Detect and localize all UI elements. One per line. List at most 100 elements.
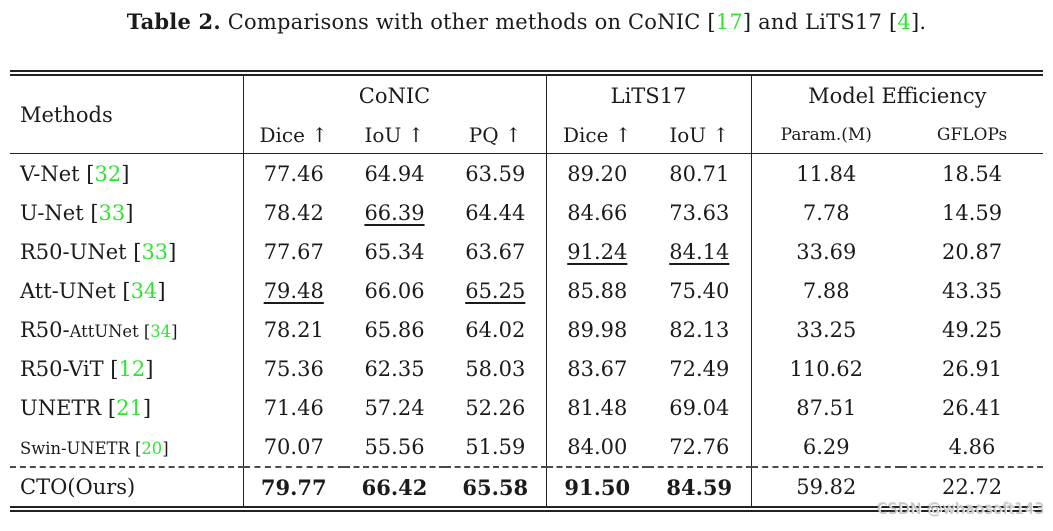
- cell-value: 49.25: [901, 310, 1043, 349]
- cell-value: 78.21: [242, 310, 344, 349]
- value: 64.44: [465, 200, 526, 225]
- results-table: Methods CoNIC LiTS17 Model Efficiency Di…: [10, 70, 1044, 512]
- value: 66.39: [364, 200, 425, 225]
- text-segment: ]: [162, 438, 169, 458]
- value: 51.59: [465, 434, 526, 459]
- value: 70.07: [263, 434, 324, 459]
- cell-value: 65.34: [344, 232, 445, 271]
- value: 65.86: [364, 317, 425, 342]
- value: 72.49: [669, 356, 730, 381]
- table-row-swinunetr: Swin-UNETR [20] 70.07 55.56 51.59 84.00 …: [10, 427, 1043, 467]
- text-segment: R50-ViT [: [20, 356, 119, 381]
- value: 79.48: [263, 278, 324, 303]
- cell-value: 77.46: [242, 153, 344, 193]
- value: 7.88: [802, 278, 850, 303]
- text-segment: ]: [168, 239, 177, 264]
- value: 66.06: [364, 278, 425, 303]
- cell-value: 55.56: [344, 427, 445, 467]
- value: 65.25: [465, 278, 526, 303]
- cell-value: 89.20: [545, 153, 649, 193]
- table-row-r50attunet: R50-AttUNet [34] 78.21 65.86 64.02 89.98…: [10, 310, 1043, 349]
- text-segment: 21: [116, 395, 143, 420]
- cell-value: 91.24: [545, 232, 649, 271]
- value: 73.63: [669, 200, 730, 225]
- value: 33.25: [796, 317, 857, 342]
- cell-value: 80.71: [648, 154, 751, 194]
- value: 75.40: [669, 278, 730, 303]
- cell-value: 26.41: [901, 388, 1043, 427]
- cell-method: CTO(Ours): [10, 466, 243, 509]
- header-sub-row: Dice ↑ IoU ↑ PQ ↑ Dice ↑ IoU ↑ Param.(M)…: [10, 116, 1044, 154]
- col-header-conic-dice: Dice ↑: [242, 116, 344, 154]
- cell-value: 65.25: [445, 271, 546, 310]
- cell-value: 52.26: [445, 388, 546, 427]
- table-row-r50vit: R50-ViT [12] 75.36 62.35 58.03 83.67 72.…: [10, 349, 1043, 388]
- cell-value: 64.02: [445, 310, 546, 349]
- value: 64.94: [364, 161, 425, 186]
- text-segment: 34: [150, 321, 172, 341]
- value: 89.98: [567, 317, 628, 342]
- value: 71.46: [263, 395, 324, 420]
- text-segment: ]: [121, 161, 130, 186]
- cell-value: 77.67: [242, 232, 344, 271]
- cell-value: 64.94: [344, 154, 445, 194]
- col-header-methods: Methods: [10, 73, 243, 154]
- cell-value: 83.67: [545, 349, 649, 388]
- group-header-conic: CoNIC: [242, 73, 547, 116]
- value: 110.62: [789, 356, 864, 381]
- value: 75.36: [263, 356, 324, 381]
- cell-value: 7.78: [750, 193, 902, 232]
- value: 66.42: [361, 474, 428, 500]
- cell-value: 75.40: [648, 271, 751, 310]
- value: 78.21: [263, 317, 324, 342]
- value: 22.72: [941, 475, 1003, 499]
- value: 91.24: [567, 239, 628, 264]
- value: 83.67: [567, 356, 628, 381]
- cell-value: 63.67: [445, 232, 546, 271]
- text-segment: ]: [142, 395, 152, 420]
- method-label: R50-ViT [12]: [20, 357, 153, 381]
- value: 11.84: [796, 161, 857, 186]
- cell-value: 84.14: [648, 232, 751, 271]
- text-segment: U-Net [: [20, 200, 99, 225]
- cell-value: 62.35: [344, 349, 445, 388]
- col-header-conic-pq: PQ ↑: [445, 116, 547, 154]
- text-segment: AttUNet [: [69, 321, 151, 341]
- value: 18.54: [941, 161, 1003, 186]
- cell-value: 73.63: [648, 193, 751, 232]
- cell-value: 72.49: [648, 349, 751, 388]
- cell-method: Swin-UNETR [20]: [10, 427, 243, 467]
- text-segment: Swin-UNETR [: [20, 438, 142, 458]
- cell-value: 66.06: [344, 271, 445, 310]
- col-header-param: Param.(M): [750, 116, 902, 154]
- text-segment: ] and LiTS17 [: [742, 10, 898, 34]
- cell-value: 51.59: [445, 427, 546, 467]
- cell-value: 75.36: [242, 349, 344, 388]
- text-segment: 32: [94, 161, 122, 186]
- table-row-attunet: Att-UNet [34] 79.48 66.06 65.25 85.88 75…: [10, 271, 1043, 310]
- text-segment: UNETR [: [20, 395, 117, 420]
- cell-value: 82.13: [648, 310, 751, 349]
- cell-value: 70.07: [242, 427, 344, 467]
- value: 55.56: [364, 434, 425, 459]
- cell-value: 85.88: [545, 271, 649, 310]
- cell-value: 6.29: [750, 427, 902, 467]
- table-row-r50unet: R50-UNet [33] 77.67 65.34 63.67 91.24 84…: [10, 232, 1043, 271]
- value: 82.13: [669, 317, 730, 342]
- text-segment: 20: [141, 438, 163, 458]
- cell-value: 69.04: [648, 388, 751, 427]
- cell-method: R50-UNet [33]: [10, 232, 243, 271]
- group-header-lits17: LiTS17: [545, 73, 752, 116]
- value: 6.29: [802, 434, 850, 459]
- group-header-model-efficiency: Model Efficiency: [750, 73, 1044, 116]
- text-segment: ]: [157, 278, 166, 303]
- text-segment: CTO(Ours): [20, 475, 136, 499]
- table-caption: Table 2. Comparisons with other methods …: [0, 9, 1053, 34]
- cell-value: 72.76: [648, 427, 751, 467]
- value: 62.35: [364, 356, 425, 381]
- cell-value: 84.59: [648, 466, 752, 509]
- value: 69.04: [669, 395, 730, 420]
- cell-value: 87.51: [750, 388, 902, 427]
- header-group-row: Methods CoNIC LiTS17 Model Efficiency: [10, 73, 1044, 154]
- value: 64.02: [465, 317, 526, 342]
